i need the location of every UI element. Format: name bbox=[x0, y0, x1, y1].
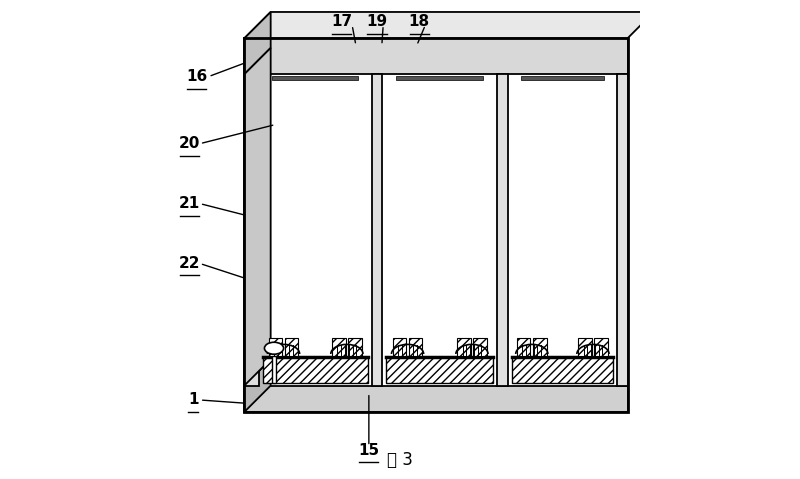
Text: 21: 21 bbox=[178, 196, 200, 211]
Bar bbox=[244, 74, 258, 386]
Bar bbox=[517, 338, 530, 356]
Bar bbox=[617, 74, 627, 386]
Bar bbox=[244, 386, 627, 412]
Bar bbox=[578, 338, 592, 356]
Text: 17: 17 bbox=[331, 14, 352, 29]
Bar bbox=[262, 357, 368, 383]
Text: 图 3: 图 3 bbox=[387, 451, 413, 469]
Text: 16: 16 bbox=[186, 69, 207, 84]
Bar bbox=[498, 74, 508, 386]
Bar bbox=[269, 338, 282, 356]
Text: 19: 19 bbox=[366, 14, 387, 29]
Polygon shape bbox=[244, 12, 270, 74]
Polygon shape bbox=[244, 48, 270, 386]
Bar bbox=[474, 338, 486, 356]
Bar bbox=[244, 38, 627, 74]
Ellipse shape bbox=[265, 342, 284, 354]
Text: 22: 22 bbox=[178, 256, 200, 271]
Bar bbox=[272, 356, 276, 383]
Bar bbox=[512, 357, 613, 383]
Bar bbox=[457, 338, 470, 356]
Bar bbox=[594, 338, 608, 356]
Bar bbox=[244, 38, 627, 412]
Text: 1: 1 bbox=[188, 392, 198, 408]
Bar bbox=[285, 338, 298, 356]
Bar bbox=[332, 338, 346, 356]
Bar bbox=[533, 338, 546, 356]
Bar bbox=[393, 338, 406, 356]
Text: 15: 15 bbox=[358, 443, 379, 458]
Text: 20: 20 bbox=[178, 136, 200, 151]
Bar bbox=[348, 338, 362, 356]
Bar bbox=[386, 357, 494, 383]
Bar bbox=[409, 338, 422, 356]
Bar bbox=[396, 76, 483, 80]
Text: 18: 18 bbox=[409, 14, 430, 29]
Polygon shape bbox=[244, 359, 270, 412]
Bar bbox=[372, 74, 382, 386]
Polygon shape bbox=[244, 12, 654, 38]
Bar bbox=[272, 76, 358, 80]
Bar bbox=[521, 76, 604, 80]
